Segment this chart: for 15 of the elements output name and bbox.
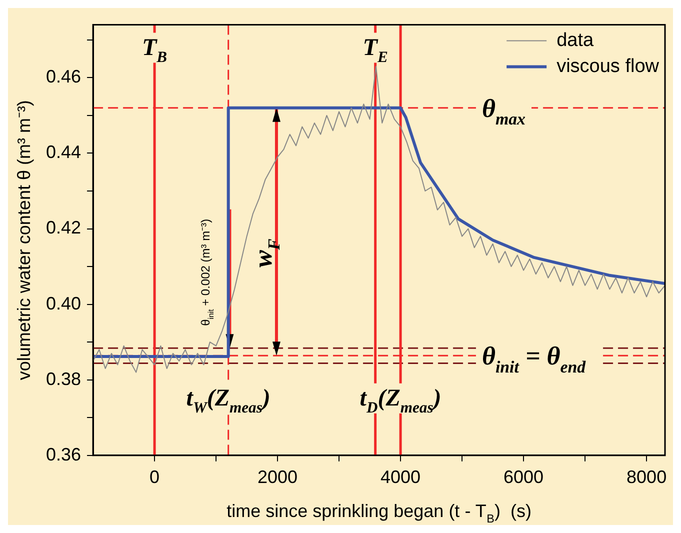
y-tick-label: 0.46 (46, 66, 82, 87)
x-tick-label: 4000 (380, 467, 421, 488)
y-tick-label: 0.36 (46, 444, 82, 464)
y-tick-label: 0.44 (46, 142, 82, 162)
y-tick-label: 0.42 (46, 218, 82, 238)
x-tick-label: 2000 (258, 467, 298, 488)
y-tick-label: 0.38 (46, 368, 82, 389)
y-tick-label: 0.40 (46, 293, 82, 314)
legend-label: viscous flow (556, 56, 660, 78)
annotation: wF (248, 238, 284, 268)
y-axis-title: volumetric water content θ (m³ m⁻³) (14, 100, 34, 380)
x-tick-label: 6000 (504, 467, 544, 488)
legend-label: data (556, 30, 594, 52)
x-tick-label: 0 (150, 467, 160, 488)
x-tick-label: 8000 (626, 467, 667, 488)
